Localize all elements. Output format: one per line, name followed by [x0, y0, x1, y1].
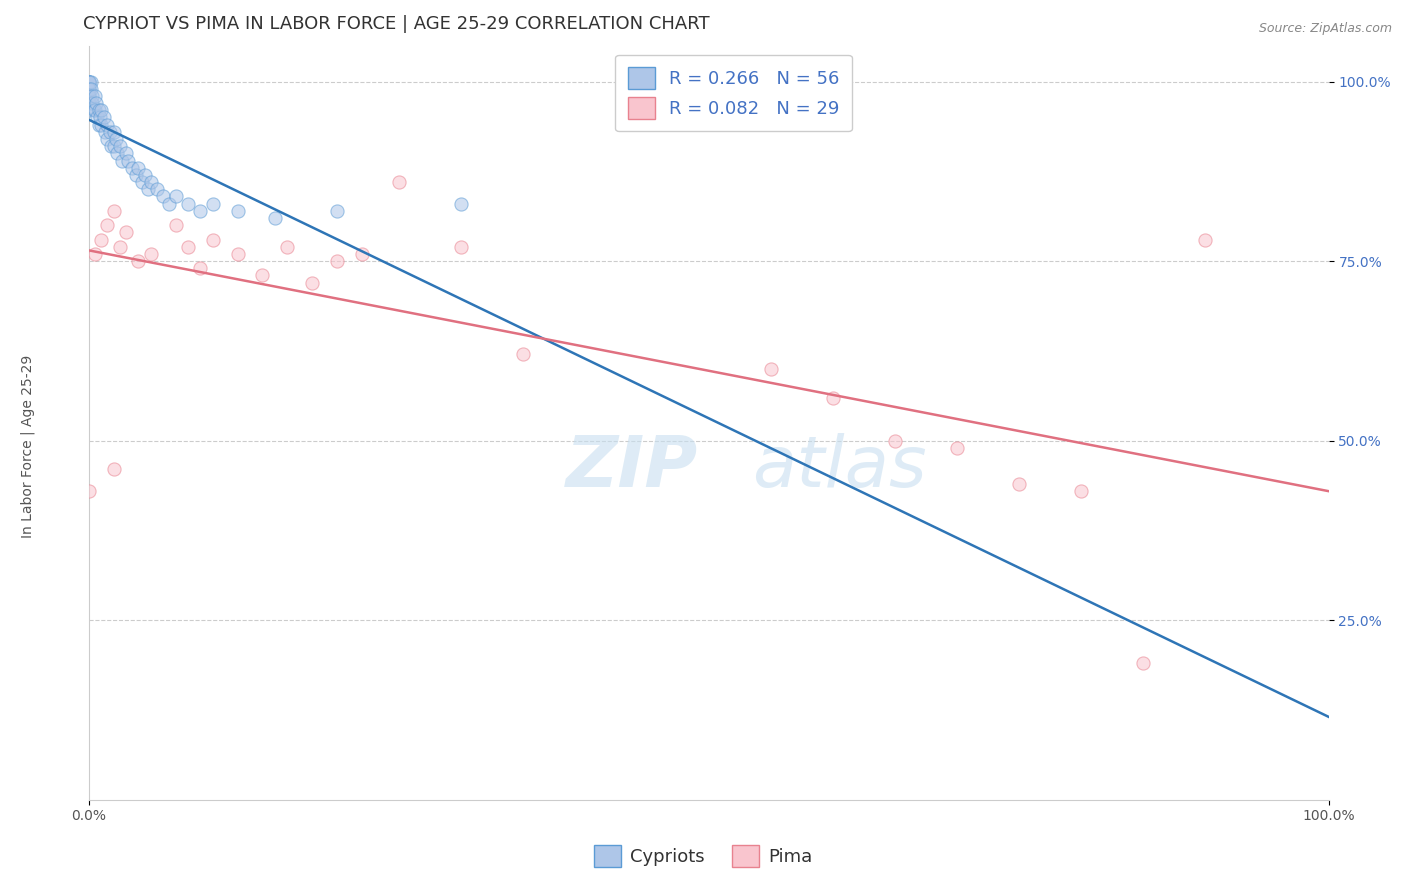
Point: [450, 240, 472, 254]
Point: [103, 462, 125, 476]
Point: [87, 103, 110, 118]
Point: [263, 211, 285, 225]
Point: [350, 247, 373, 261]
Point: [82, 96, 104, 111]
Point: [201, 233, 224, 247]
Point: [90, 118, 112, 132]
Point: [139, 247, 162, 261]
Point: [105, 146, 128, 161]
Point: [252, 268, 274, 283]
Point: [177, 196, 200, 211]
Point: [201, 196, 224, 211]
Point: [188, 203, 211, 218]
Point: [301, 276, 323, 290]
Point: [103, 203, 125, 218]
Point: [945, 441, 967, 455]
Point: [115, 146, 138, 161]
Point: [226, 247, 249, 261]
Point: [82, 89, 104, 103]
Point: [87, 118, 110, 132]
Point: [77, 483, 100, 498]
Point: [117, 153, 139, 168]
Point: [77, 74, 100, 88]
Point: [77, 74, 100, 88]
Point: [77, 103, 100, 118]
Point: [111, 153, 134, 168]
Point: [165, 189, 187, 203]
Point: [77, 74, 100, 88]
Point: [77, 82, 100, 96]
Point: [96, 132, 118, 146]
Point: [89, 111, 111, 125]
Point: [84, 247, 107, 261]
Point: [121, 161, 143, 175]
Point: [139, 175, 162, 189]
Point: [77, 89, 100, 103]
Point: [152, 189, 174, 203]
Point: [83, 103, 105, 118]
Point: [115, 226, 138, 240]
Point: [165, 218, 187, 232]
Point: [98, 125, 121, 139]
Point: [105, 132, 128, 146]
Point: [325, 254, 347, 268]
Point: [77, 74, 100, 88]
Point: [146, 182, 169, 196]
Point: [94, 125, 117, 139]
Point: [84, 103, 107, 118]
Text: CYPRIOT VS PIMA IN LABOR FORCE | AGE 25-29 CORRELATION CHART: CYPRIOT VS PIMA IN LABOR FORCE | AGE 25-…: [83, 15, 709, 33]
Point: [226, 203, 249, 218]
Point: [134, 168, 156, 182]
Point: [276, 240, 298, 254]
Point: [1008, 476, 1031, 491]
Point: [325, 203, 347, 218]
Point: [93, 111, 115, 125]
Point: [77, 89, 100, 103]
Point: [1194, 233, 1216, 247]
Text: atlas: atlas: [752, 434, 927, 502]
Point: [177, 240, 200, 254]
Point: [77, 96, 100, 111]
Text: Source: ZipAtlas.com: Source: ZipAtlas.com: [1258, 22, 1392, 36]
Point: [759, 362, 782, 376]
Point: [127, 254, 149, 268]
Point: [96, 218, 118, 232]
Point: [125, 168, 148, 182]
Point: [1070, 483, 1092, 498]
Point: [131, 175, 153, 189]
Point: [103, 125, 125, 139]
Legend: Cypriots, Pima: Cypriots, Pima: [586, 838, 820, 874]
Point: [388, 175, 411, 189]
Point: [450, 196, 472, 211]
Point: [84, 89, 107, 103]
Point: [108, 240, 131, 254]
Point: [90, 233, 112, 247]
Point: [84, 96, 107, 111]
Point: [90, 103, 112, 118]
Point: [96, 118, 118, 132]
Point: [127, 161, 149, 175]
Point: [136, 182, 159, 196]
Point: [883, 434, 905, 448]
Text: ZIP: ZIP: [567, 434, 699, 502]
Legend: R = 0.266   N = 56, R = 0.082   N = 29: R = 0.266 N = 56, R = 0.082 N = 29: [614, 54, 852, 131]
Point: [77, 82, 100, 96]
Point: [100, 139, 122, 153]
Text: In Labor Force | Age 25-29: In Labor Force | Age 25-29: [21, 354, 35, 538]
Point: [821, 391, 844, 405]
Point: [108, 139, 131, 153]
Point: [80, 74, 103, 88]
Point: [103, 139, 125, 153]
Point: [80, 82, 103, 96]
Point: [86, 111, 108, 125]
Point: [1132, 657, 1154, 671]
Point: [512, 347, 534, 361]
Point: [157, 196, 180, 211]
Point: [188, 261, 211, 276]
